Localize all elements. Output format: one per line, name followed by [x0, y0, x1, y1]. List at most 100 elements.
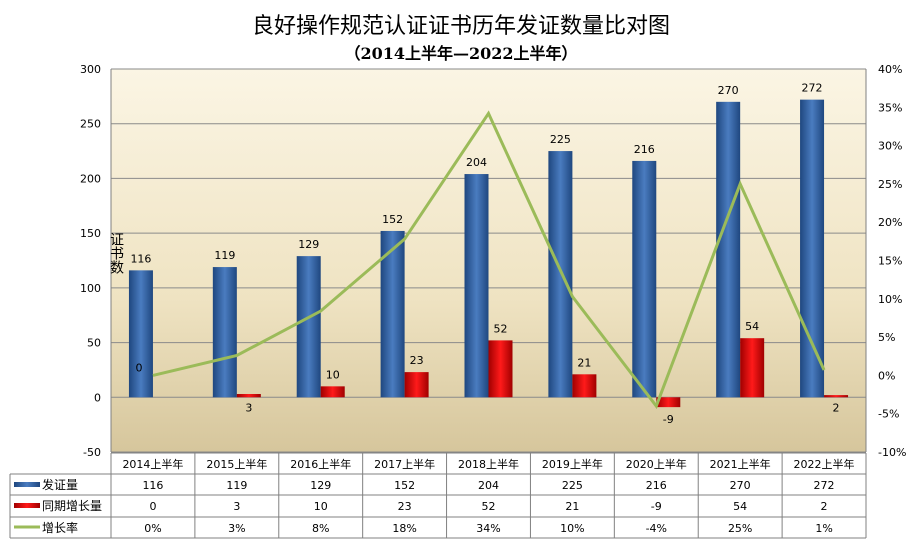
table-cell: 25% — [728, 522, 752, 535]
table-cell: 2 — [821, 500, 828, 513]
bar-label-growth: 0 — [135, 361, 142, 374]
table-cell: 116 — [142, 479, 163, 492]
y2-tick-label: -5% — [878, 408, 899, 421]
bar-label-issued: 272 — [802, 82, 823, 95]
x-tick-label: 2017上半年 — [374, 457, 435, 471]
y2-tick-label: 20% — [878, 216, 902, 229]
table-cell: 21 — [565, 500, 579, 513]
table-cell: 272 — [814, 479, 835, 492]
table-cell: 0% — [144, 522, 161, 535]
bar-issued — [632, 160, 657, 398]
y2-tick-label: 0% — [878, 369, 895, 382]
legend-label: 发证量 — [42, 477, 78, 492]
bar-label-growth: 2 — [833, 401, 840, 414]
y-tick-label: -50 — [83, 446, 101, 459]
chart-subtitle: （2014上半年—2022上半年） — [344, 44, 578, 63]
y-tick-label: 100 — [80, 282, 101, 295]
table-cell: 0 — [149, 500, 156, 513]
table-cell: 10% — [560, 522, 584, 535]
bar-label-issued: 152 — [382, 213, 403, 226]
table-cell: 3 — [233, 500, 240, 513]
table-cell: 34% — [476, 522, 500, 535]
bar-label-issued: 204 — [466, 156, 487, 169]
bar-issued — [800, 99, 825, 398]
y2-tick-label: 25% — [878, 178, 902, 191]
bar-label-issued: 216 — [634, 143, 655, 156]
table-cell: 204 — [478, 479, 499, 492]
bar-growth — [824, 395, 849, 398]
table-cell: 23 — [398, 500, 412, 513]
y-tick-label: 50 — [87, 337, 101, 350]
table-cell: 225 — [562, 479, 583, 492]
bar-label-issued: 119 — [214, 249, 235, 262]
legend-label: 同期增长量 — [42, 499, 102, 513]
bar-issued — [548, 151, 573, 398]
y2-tick-label: 5% — [878, 331, 895, 344]
table-cell: 52 — [482, 500, 496, 513]
table-cell: 1% — [815, 522, 832, 535]
x-tick-label: 2022上半年 — [794, 457, 855, 471]
bar-label-growth: -9 — [663, 413, 674, 426]
bar-growth — [656, 397, 681, 408]
x-tick-label: 2018上半年 — [458, 457, 519, 471]
y-tick-label: 0 — [94, 391, 101, 404]
table-cell: 54 — [733, 500, 747, 513]
legend-label: 增长率 — [42, 520, 78, 535]
x-tick-label: 2015上半年 — [206, 457, 267, 471]
table-cell: -4% — [646, 522, 667, 535]
table-cell: 3% — [228, 522, 245, 535]
y-tick-label: 250 — [80, 118, 101, 131]
bar-issued — [380, 230, 405, 398]
y2-tick-label: -10% — [878, 446, 906, 459]
table-cell: 152 — [394, 479, 415, 492]
bar-label-issued: 116 — [130, 252, 151, 265]
y-axis-label: 证书数 — [108, 232, 124, 274]
bar-label-growth: 10 — [326, 368, 340, 381]
table-cell: 129 — [310, 479, 331, 492]
bar-label-growth: 21 — [577, 356, 591, 369]
y2-tick-label: 40% — [878, 63, 902, 76]
y2-tick-label: 15% — [878, 255, 902, 268]
bar-issued — [212, 267, 237, 398]
bar-growth — [320, 386, 345, 398]
table-cell: 10 — [314, 500, 328, 513]
table-cell: 18% — [392, 522, 416, 535]
y-tick-label: 150 — [80, 227, 101, 240]
x-tick-label: 2021上半年 — [710, 457, 771, 471]
bar-label-growth: 3 — [245, 401, 252, 414]
bar-issued — [296, 256, 321, 398]
bar-issued — [128, 270, 153, 398]
table-cell: -9 — [651, 500, 662, 513]
bar-label-growth: 54 — [745, 320, 759, 333]
y-tick-label: 200 — [80, 172, 101, 185]
bar-label-issued: 225 — [550, 133, 571, 146]
bar-growth — [740, 338, 765, 398]
bar-label-growth: 52 — [494, 322, 508, 335]
legend-key — [14, 482, 40, 487]
y2-tick-label: 10% — [878, 293, 902, 306]
x-tick-label: 2019上半年 — [542, 457, 603, 471]
bar-growth — [572, 374, 597, 398]
x-tick-label: 2020上半年 — [626, 457, 687, 471]
y2-tick-label: 35% — [878, 101, 902, 114]
table-cell: 8% — [312, 522, 329, 535]
table-cell: 270 — [730, 479, 751, 492]
table-cell: 119 — [226, 479, 247, 492]
table-cell: 216 — [646, 479, 667, 492]
y2-tick-label: 30% — [878, 140, 902, 153]
x-tick-label: 2016上半年 — [290, 457, 351, 471]
bar-label-issued: 270 — [718, 84, 739, 97]
chart-title: 良好操作规范认证证书历年发证数量比对图 — [251, 14, 670, 39]
bar-label-growth: 23 — [410, 354, 424, 367]
x-tick-label: 2014上半年 — [122, 457, 183, 471]
bar-label-issued: 129 — [298, 238, 319, 251]
bar-issued — [716, 101, 741, 398]
bar-growth — [236, 394, 261, 398]
bar-growth — [404, 372, 429, 398]
y-tick-label: 300 — [80, 63, 101, 76]
bar-growth — [488, 340, 513, 398]
legend-key — [14, 503, 40, 508]
bar-issued — [464, 174, 489, 398]
